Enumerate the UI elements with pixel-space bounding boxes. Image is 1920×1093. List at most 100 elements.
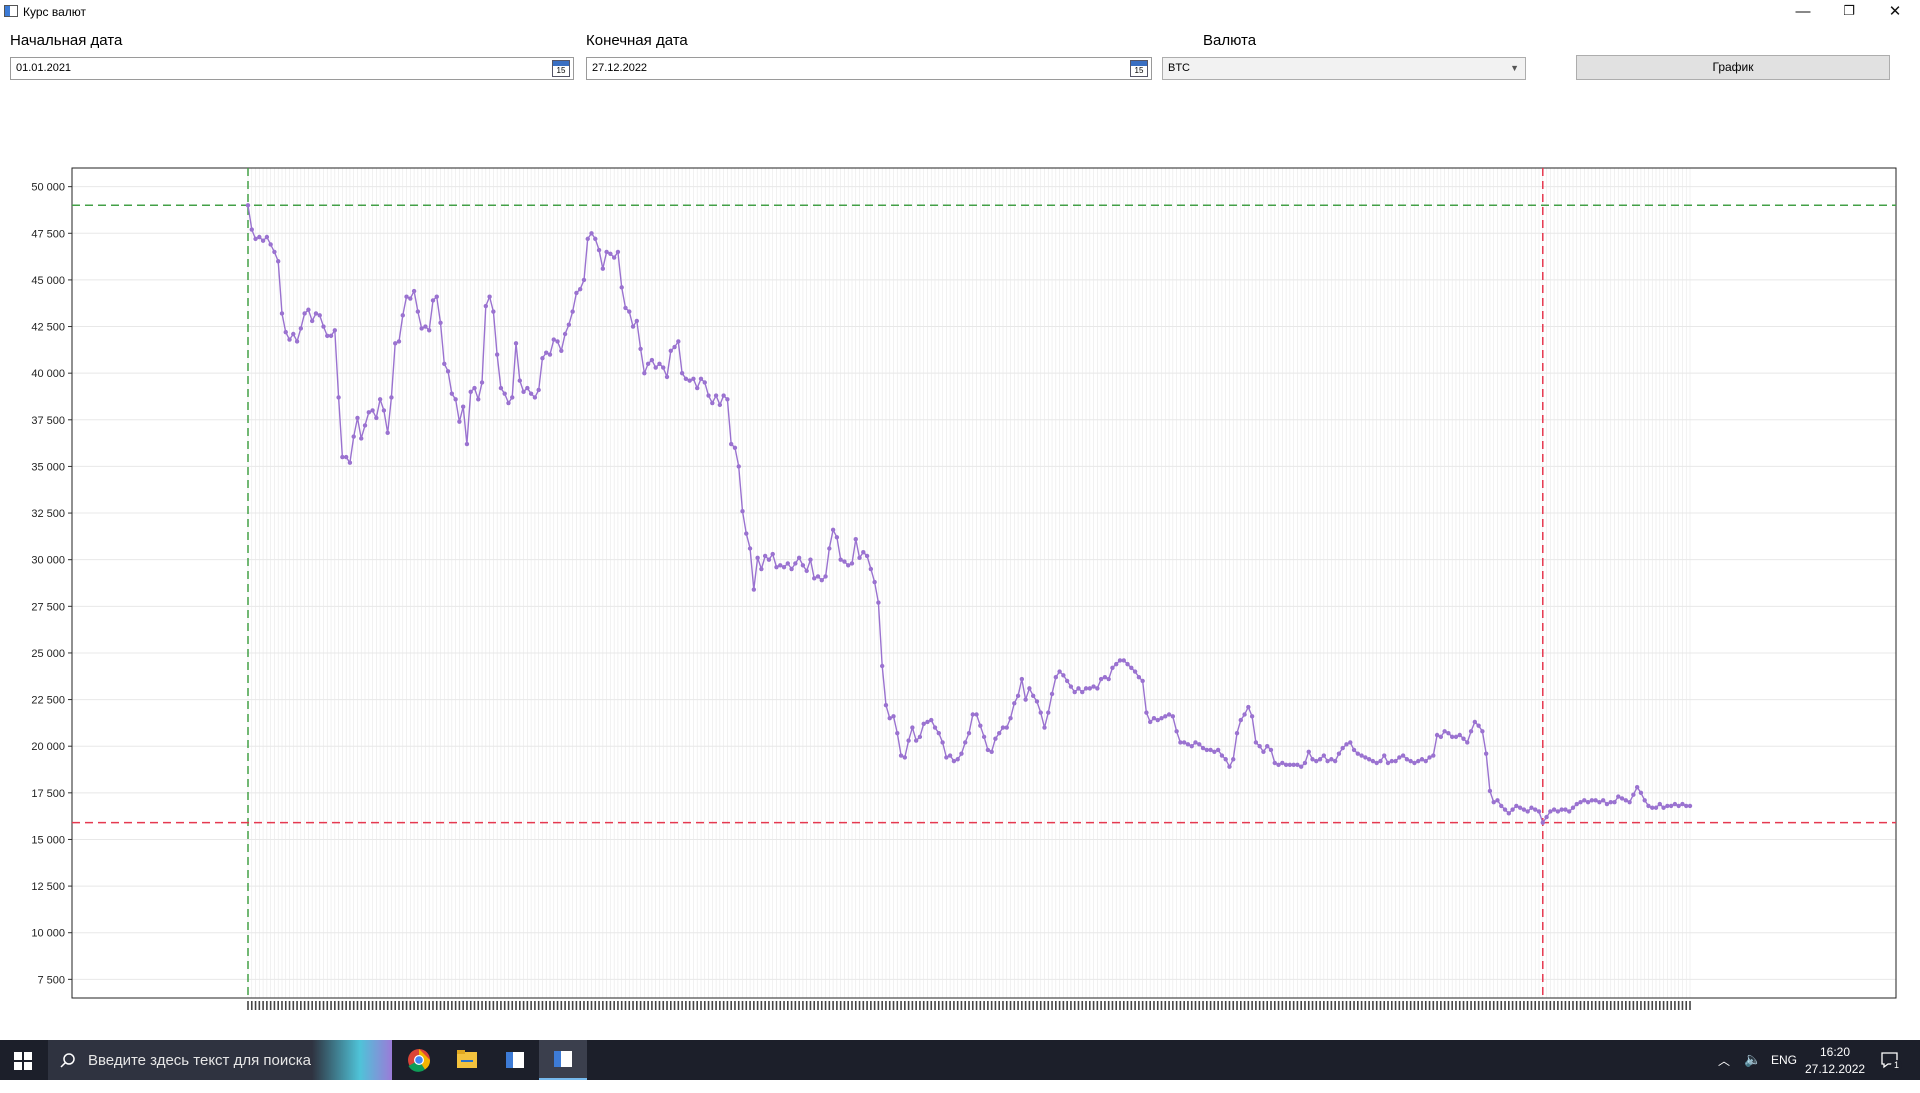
chevron-up-icon[interactable]: ︿ <box>1718 1054 1731 1068</box>
y-tick-label: 12 500 <box>31 881 65 893</box>
data-point <box>1499 803 1504 809</box>
data-point <box>1491 799 1496 805</box>
window-app-icon <box>554 1051 572 1067</box>
taskbar-app-active[interactable] <box>539 1040 587 1080</box>
data-point <box>1502 807 1508 812</box>
data-point <box>710 400 715 406</box>
data-point <box>1423 758 1428 764</box>
data-point <box>1053 674 1059 680</box>
data-point <box>1295 762 1300 768</box>
y-tick-label: 30 000 <box>31 555 65 567</box>
data-point <box>517 378 522 383</box>
y-tick-label: 32 500 <box>31 508 65 520</box>
data-point <box>1661 805 1666 810</box>
data-point <box>1684 803 1689 809</box>
data-point <box>430 298 436 303</box>
start-date-picker[interactable]: 01.01.2021 15 <box>10 57 574 80</box>
data-point <box>1525 809 1530 814</box>
data-point <box>1536 809 1542 814</box>
data-point <box>491 309 496 314</box>
calendar-icon[interactable]: 15 <box>1130 60 1148 77</box>
data-point <box>1680 801 1685 807</box>
data-point <box>513 341 519 346</box>
taskbar-app-1[interactable] <box>491 1040 539 1080</box>
windows-start-icon[interactable] <box>14 1052 32 1070</box>
chart-button[interactable]: График <box>1576 55 1890 80</box>
data-point <box>1533 807 1538 812</box>
data-point <box>343 454 349 460</box>
data-point <box>793 561 798 566</box>
data-point <box>1476 723 1481 728</box>
data-point <box>309 318 315 324</box>
y-tick-label: 15 000 <box>31 834 65 846</box>
data-point <box>676 339 681 344</box>
data-point <box>887 716 892 721</box>
data-point <box>1582 798 1587 803</box>
clock-date: 27.12.2022 <box>1805 1062 1866 1076</box>
data-point <box>978 723 983 728</box>
data-point <box>830 527 836 533</box>
taskbar-chrome[interactable] <box>395 1040 443 1080</box>
data-point <box>653 365 658 370</box>
data-point <box>1291 762 1296 768</box>
data-point <box>1298 764 1304 769</box>
data-point <box>1057 669 1062 674</box>
data-point <box>396 339 402 344</box>
data-point <box>1132 669 1138 674</box>
data-point <box>596 247 602 253</box>
data-point <box>1329 757 1334 762</box>
data-point <box>411 288 417 294</box>
taskbar-search[interactable]: Введите здесь текст для поиска <box>48 1040 392 1080</box>
data-point <box>627 309 632 314</box>
currency-label: Валюта <box>1203 32 1257 49</box>
data-point <box>846 563 851 568</box>
close-button[interactable]: ✕ <box>1888 3 1902 20</box>
currency-select[interactable]: BTC ▼ <box>1162 57 1526 80</box>
data-point <box>895 730 900 736</box>
data-point <box>1223 757 1228 762</box>
calendar-icon[interactable]: 15 <box>552 60 570 77</box>
speaker-icon[interactable]: 🔈 <box>1744 1051 1762 1067</box>
data-point <box>1400 753 1406 758</box>
data-point <box>1642 798 1647 803</box>
data-point <box>959 751 964 756</box>
data-point <box>1600 798 1606 803</box>
search-icon <box>60 1053 75 1068</box>
notifications-icon[interactable]: 1 <box>1880 1050 1902 1071</box>
data-point <box>1438 734 1444 740</box>
data-point <box>634 318 640 324</box>
data-point <box>1631 792 1636 797</box>
data-point <box>400 313 405 318</box>
search-highlight-image <box>312 1040 392 1080</box>
data-point <box>1310 757 1315 762</box>
restore-button[interactable]: ❐ <box>1843 3 1855 18</box>
data-point <box>370 408 375 413</box>
data-point <box>917 734 923 740</box>
data-point <box>974 712 979 717</box>
data-point <box>604 249 609 255</box>
data-point <box>1121 658 1126 663</box>
data-point <box>570 309 575 314</box>
taskbar-explorer[interactable] <box>443 1040 491 1080</box>
data-point <box>1366 757 1372 762</box>
language-indicator[interactable]: ENG <box>1771 1053 1798 1067</box>
data-point <box>525 385 530 391</box>
data-point <box>1585 799 1591 805</box>
data-point <box>536 387 541 393</box>
data-point <box>872 579 877 585</box>
clock[interactable]: 16:20 27.12.2022 <box>1805 1045 1865 1085</box>
data-point <box>1332 758 1338 764</box>
data-point <box>415 309 421 314</box>
end-date-picker[interactable]: 27.12.2022 15 <box>586 57 1152 80</box>
data-point <box>819 578 824 583</box>
data-point <box>457 419 462 424</box>
data-point <box>1268 747 1274 753</box>
data-point <box>804 568 809 574</box>
data-point <box>1416 758 1421 764</box>
data-point <box>1064 678 1070 684</box>
data-point <box>1676 803 1681 809</box>
data-point <box>1472 719 1478 725</box>
data-point <box>1129 665 1134 671</box>
minimize-button[interactable]: — <box>1795 2 1811 20</box>
data-point <box>1385 760 1391 766</box>
